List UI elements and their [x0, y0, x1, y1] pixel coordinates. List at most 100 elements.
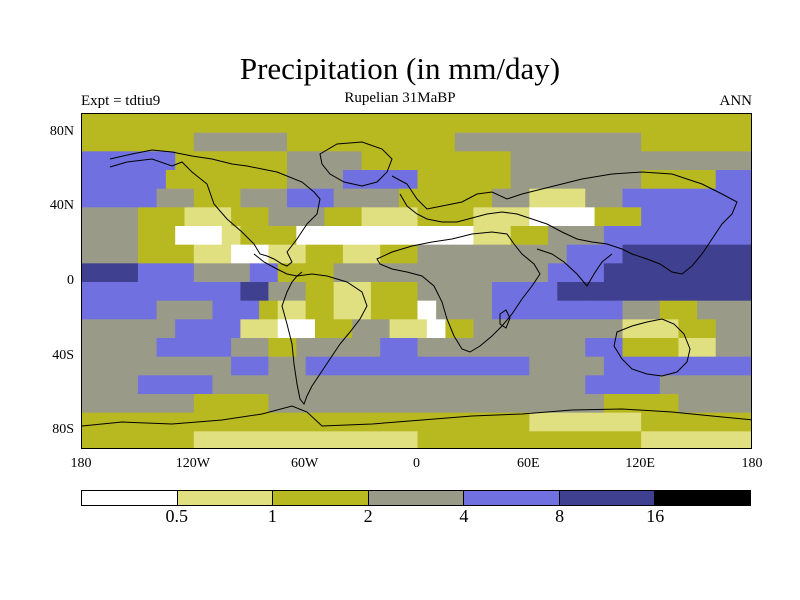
precip-cell	[268, 244, 307, 264]
y-tick-label: 40S	[52, 347, 74, 363]
precip-cell	[510, 151, 642, 171]
colorbar-segment	[368, 491, 465, 505]
precip-cell	[137, 375, 213, 395]
precip-cell	[165, 170, 213, 190]
precipitation-map	[81, 113, 752, 449]
precip-cell	[622, 338, 679, 358]
precip-cell	[678, 207, 751, 227]
precip-cell	[389, 319, 428, 339]
precip-cell	[82, 114, 751, 134]
precip-cell	[417, 207, 474, 227]
colorbar-label: 8	[555, 506, 565, 526]
season-label: ANN	[719, 93, 753, 109]
precip-cell	[82, 132, 195, 152]
precip-cell	[529, 356, 605, 376]
precip-cell	[277, 300, 307, 320]
colorbar-label: 4	[459, 506, 469, 526]
precip-cell	[296, 338, 325, 358]
precip-cell	[240, 282, 269, 302]
precip-cell	[417, 338, 456, 358]
precip-cell	[137, 263, 195, 283]
precip-cell	[277, 263, 335, 283]
precip-cell	[324, 412, 418, 432]
precip-cell	[240, 188, 288, 208]
precip-cell	[641, 431, 751, 448]
precip-cell	[82, 170, 167, 190]
precip-cell	[361, 151, 512, 171]
precip-cell	[231, 207, 269, 227]
precip-cell	[156, 338, 232, 358]
precip-cell	[370, 263, 456, 283]
precip-cell	[305, 282, 335, 302]
x-tick-label: 60E	[517, 456, 540, 471]
precip-cell	[473, 319, 586, 339]
precip-cell	[137, 207, 186, 227]
precip-cell	[473, 394, 605, 414]
precip-cell	[641, 151, 751, 171]
precip-cell	[380, 338, 418, 358]
precip-cell	[314, 319, 353, 339]
precip-cell	[622, 244, 679, 264]
precip-cell	[212, 170, 288, 190]
precip-cell	[436, 300, 493, 320]
precip-cell	[492, 300, 586, 320]
precip-cell	[240, 226, 297, 246]
precip-cell	[417, 300, 437, 320]
coastline-south-america	[281, 273, 368, 405]
precip-cell	[715, 319, 751, 339]
precip-cell	[603, 356, 751, 376]
precip-cell	[268, 338, 297, 358]
precip-cell	[212, 375, 307, 395]
precip-cell	[231, 244, 269, 264]
x-tick-label: 0	[413, 456, 420, 471]
precip-cell	[82, 412, 269, 432]
coastline-central-america	[253, 253, 303, 277]
precip-cell	[454, 263, 493, 283]
precip-cell	[305, 244, 344, 264]
precip-cell	[137, 244, 195, 264]
precip-cell	[547, 226, 605, 246]
coastline-africa	[376, 231, 541, 353]
precip-cell	[398, 188, 493, 208]
precip-cell	[585, 338, 624, 358]
precip-cell	[641, 170, 717, 190]
coastline-eurasia	[391, 171, 738, 275]
coastline-north-america	[109, 149, 321, 267]
precip-cell	[175, 151, 288, 171]
precip-cell	[492, 244, 568, 264]
precip-cell	[529, 188, 586, 208]
precip-cell	[193, 282, 241, 302]
colorbar-label: 16	[646, 506, 665, 526]
precip-cell	[82, 282, 120, 302]
precip-cell	[417, 244, 493, 264]
colorbar-segment	[559, 491, 656, 505]
y-tick-label: 80N	[49, 123, 74, 139]
precip-cell	[473, 207, 530, 227]
y-tick-label: 40N	[49, 198, 74, 214]
precip-cell	[82, 338, 158, 358]
precip-cell	[184, 207, 232, 227]
x-tick-label: 180	[741, 456, 763, 471]
precip-cell	[82, 188, 158, 208]
map-canvas	[82, 114, 751, 448]
precip-cell	[492, 282, 558, 302]
colorbar-segment	[177, 491, 274, 505]
precip-cell	[231, 338, 269, 358]
coastline-antarctica	[82, 405, 751, 427]
precip-cell	[659, 300, 698, 320]
precip-cell	[82, 244, 139, 264]
precip-cell	[342, 244, 381, 264]
precip-cell	[678, 338, 717, 358]
precip-cell	[445, 319, 474, 339]
precip-cell	[529, 207, 596, 227]
precip-cell	[641, 207, 679, 227]
x-tick-label: 120E	[625, 456, 655, 471]
precip-cell	[380, 226, 474, 246]
precip-cell	[566, 244, 624, 264]
precip-cell	[678, 244, 751, 264]
precip-cell	[221, 226, 241, 246]
precip-cell	[82, 431, 195, 448]
precip-cell	[650, 226, 751, 246]
precip-cell	[82, 263, 139, 283]
precip-cell	[333, 188, 400, 208]
